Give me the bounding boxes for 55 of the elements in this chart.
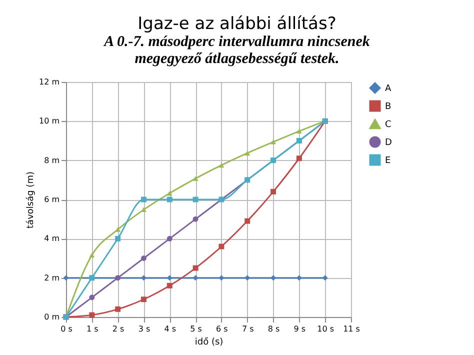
x-tick-label: 3 s: [138, 324, 150, 333]
y-tick-label: 8 m: [44, 155, 60, 164]
point: [63, 274, 69, 280]
x-tick-label: 0 s: [60, 324, 72, 333]
chart-subtitle: A 0.-7. másodperc intervallumra nincsenek megegyező átlagsebességű testek.: [102, 34, 371, 68]
point: [166, 282, 172, 288]
point: [140, 296, 146, 302]
point: [270, 188, 276, 194]
x-tick-label: 5 s: [190, 324, 202, 333]
point: [89, 312, 95, 318]
y-tick-label: 0 m: [44, 312, 60, 321]
point: [89, 252, 95, 257]
point: [244, 218, 250, 224]
x-tick-label: 8 s: [268, 324, 280, 333]
point: [296, 155, 302, 161]
y-tick-label: 4 m: [44, 234, 60, 243]
legend-label: A: [385, 84, 392, 94]
point: [192, 216, 198, 222]
y-tick-label: 10 m: [38, 116, 60, 126]
point: [166, 235, 172, 241]
legend-label: B: [385, 102, 392, 112]
y-tick-label: 6 m: [44, 194, 60, 204]
x-tick-label: 6 s: [216, 324, 228, 333]
x-tick-label: 2 s: [112, 324, 124, 333]
x-tick-label: 7 s: [242, 324, 254, 333]
x-tick-label: 4 s: [164, 324, 176, 333]
point: [218, 243, 224, 249]
point: [244, 150, 250, 155]
x-tick-label: 10 s: [317, 324, 334, 333]
point: [296, 128, 302, 134]
point: [115, 306, 121, 312]
legend-label: E: [385, 156, 391, 166]
y-tick-label: 12 m: [38, 77, 60, 86]
x-tick-label: 9 s: [294, 324, 306, 333]
point: [322, 274, 328, 280]
point: [192, 196, 198, 202]
point: [140, 255, 146, 260]
point: [270, 139, 276, 144]
point: [89, 294, 95, 300]
y-tick-label: 2 m: [44, 272, 60, 282]
x-tick-label: 11 s: [343, 324, 360, 333]
x-tick-label: 1 s: [86, 324, 98, 333]
point: [140, 196, 146, 202]
point: [166, 190, 172, 196]
y-axis-title: távolság (m): [24, 171, 36, 228]
x-axis-title: idő (s): [194, 336, 224, 347]
legend-label: C: [385, 120, 392, 130]
legend-label: D: [385, 138, 392, 148]
point: [115, 235, 121, 241]
point: [192, 264, 198, 270]
point: [192, 274, 198, 280]
point: [166, 196, 172, 202]
point: [218, 274, 224, 280]
chart-title: Igaz-e az alábbi állítás?: [136, 14, 338, 34]
point: [192, 176, 198, 180]
